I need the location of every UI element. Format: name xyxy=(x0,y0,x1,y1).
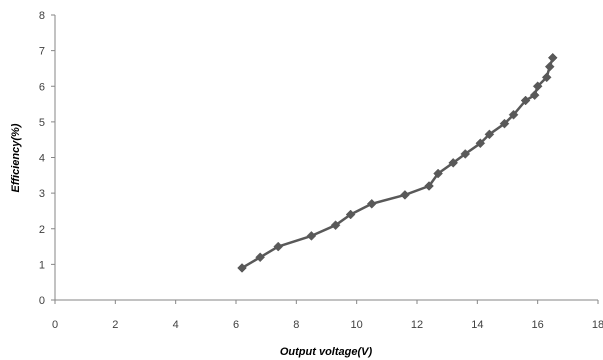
y-tick-label: 4 xyxy=(39,153,45,165)
data-point-marker xyxy=(520,95,531,106)
y-tick-label: 8 xyxy=(39,10,45,22)
data-point-marker xyxy=(508,109,519,120)
series-line xyxy=(241,57,554,269)
axes xyxy=(54,15,598,301)
data-point-marker xyxy=(400,190,410,200)
data-point-marker xyxy=(255,252,265,263)
x-tick-label: 18 xyxy=(592,319,603,331)
x-tick-label: 4 xyxy=(173,319,179,331)
data-point-marker xyxy=(529,90,540,101)
y-tick-label: 0 xyxy=(39,295,45,307)
data-point-marker xyxy=(237,263,247,273)
x-tick-label: 8 xyxy=(293,319,299,331)
y-tick-label: 6 xyxy=(39,81,45,93)
data-point-marker xyxy=(345,209,356,220)
data-point-marker xyxy=(475,138,486,149)
data-point-marker xyxy=(448,157,459,168)
x-tick-label: 0 xyxy=(52,319,58,331)
x-tick-label: 16 xyxy=(532,319,544,331)
series-group xyxy=(237,52,558,273)
data-point-marker xyxy=(499,118,510,129)
data-point-marker xyxy=(544,61,555,72)
x-tick-label: 12 xyxy=(411,319,423,331)
y-tick-label: 1 xyxy=(39,259,45,271)
data-point-marker xyxy=(532,81,543,92)
data-point-marker xyxy=(460,149,471,159)
x-tick-label: 10 xyxy=(351,319,363,331)
x-tick-label: 6 xyxy=(233,319,239,331)
data-point-marker xyxy=(433,168,443,179)
x-axis-title: Output voltage(V) xyxy=(280,346,373,358)
data-point-marker xyxy=(484,129,495,140)
data-point-marker xyxy=(366,198,377,209)
x-tick-label: 2 xyxy=(112,319,118,331)
data-point-marker xyxy=(273,241,284,252)
y-tick-label: 7 xyxy=(39,46,45,58)
y-tick-label: 5 xyxy=(39,117,45,129)
data-point-marker xyxy=(547,52,558,63)
x-tick-label: 14 xyxy=(471,319,483,331)
data-point-marker xyxy=(541,72,552,83)
data-point-marker xyxy=(330,220,341,231)
data-point-marker xyxy=(424,181,434,191)
ticks xyxy=(51,14,599,304)
y-axis-title: Efficiency(%) xyxy=(10,123,22,192)
data-point-marker xyxy=(306,231,317,241)
y-tick-label: 2 xyxy=(39,224,45,236)
y-tick-label: 3 xyxy=(39,188,45,200)
